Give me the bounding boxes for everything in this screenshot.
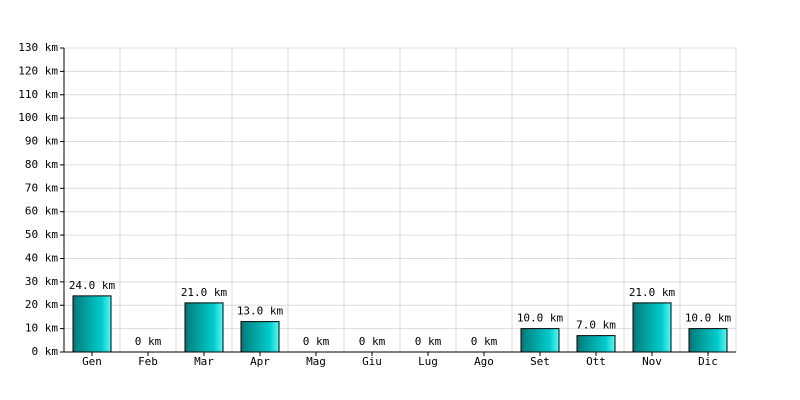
value-label: 0 km	[303, 335, 330, 348]
y-tick-label: 120 km	[18, 64, 58, 77]
value-label: 21.0 km	[181, 286, 228, 299]
y-tick-label: 40 km	[25, 251, 58, 264]
x-tick-label: Set	[530, 355, 550, 368]
x-tick-label: Mag	[306, 355, 326, 368]
y-tick-label: 20 km	[25, 298, 58, 311]
bar	[240, 321, 280, 353]
x-tick-label: Giu	[362, 355, 382, 368]
y-tick-label: 130 km	[18, 41, 58, 54]
y-tick-label: 70 km	[25, 181, 58, 194]
bar	[184, 302, 224, 353]
bar	[72, 295, 112, 353]
x-tick-label: Gen	[82, 355, 102, 368]
y-tick-label: 30 km	[25, 275, 58, 288]
value-label: 0 km	[415, 335, 442, 348]
bar	[520, 328, 560, 353]
bar	[688, 328, 728, 353]
value-label: 10.0 km	[685, 312, 732, 325]
value-label: 0 km	[135, 335, 162, 348]
x-tick-label: Lug	[418, 355, 438, 368]
y-tick-label: 50 km	[25, 228, 58, 241]
value-label: 13.0 km	[237, 305, 284, 318]
x-tick-label: Dic	[698, 355, 718, 368]
value-label: 10.0 km	[517, 312, 564, 325]
x-tick-label: Apr	[250, 355, 270, 368]
value-label: 0 km	[359, 335, 386, 348]
bar	[576, 335, 616, 353]
y-tick-label: 110 km	[18, 88, 58, 101]
x-tick-label: Mar	[194, 355, 214, 368]
value-label: 0 km	[471, 335, 498, 348]
y-tick-label: 0 km	[32, 345, 59, 358]
y-tick-label: 10 km	[25, 322, 58, 335]
y-tick-label: 80 km	[25, 158, 58, 171]
x-tick-label: Ott	[586, 355, 606, 368]
x-tick-label: Ago	[474, 355, 494, 368]
y-tick-label: 60 km	[25, 205, 58, 218]
bar	[632, 302, 672, 353]
x-tick-label: Nov	[642, 355, 662, 368]
x-tick-label: Feb	[138, 355, 158, 368]
y-tick-label: 90 km	[25, 135, 58, 148]
value-label: 7.0 km	[576, 319, 616, 332]
value-label: 24.0 km	[69, 279, 116, 292]
value-label: 21.0 km	[629, 286, 676, 299]
y-tick-label: 100 km	[18, 111, 58, 124]
